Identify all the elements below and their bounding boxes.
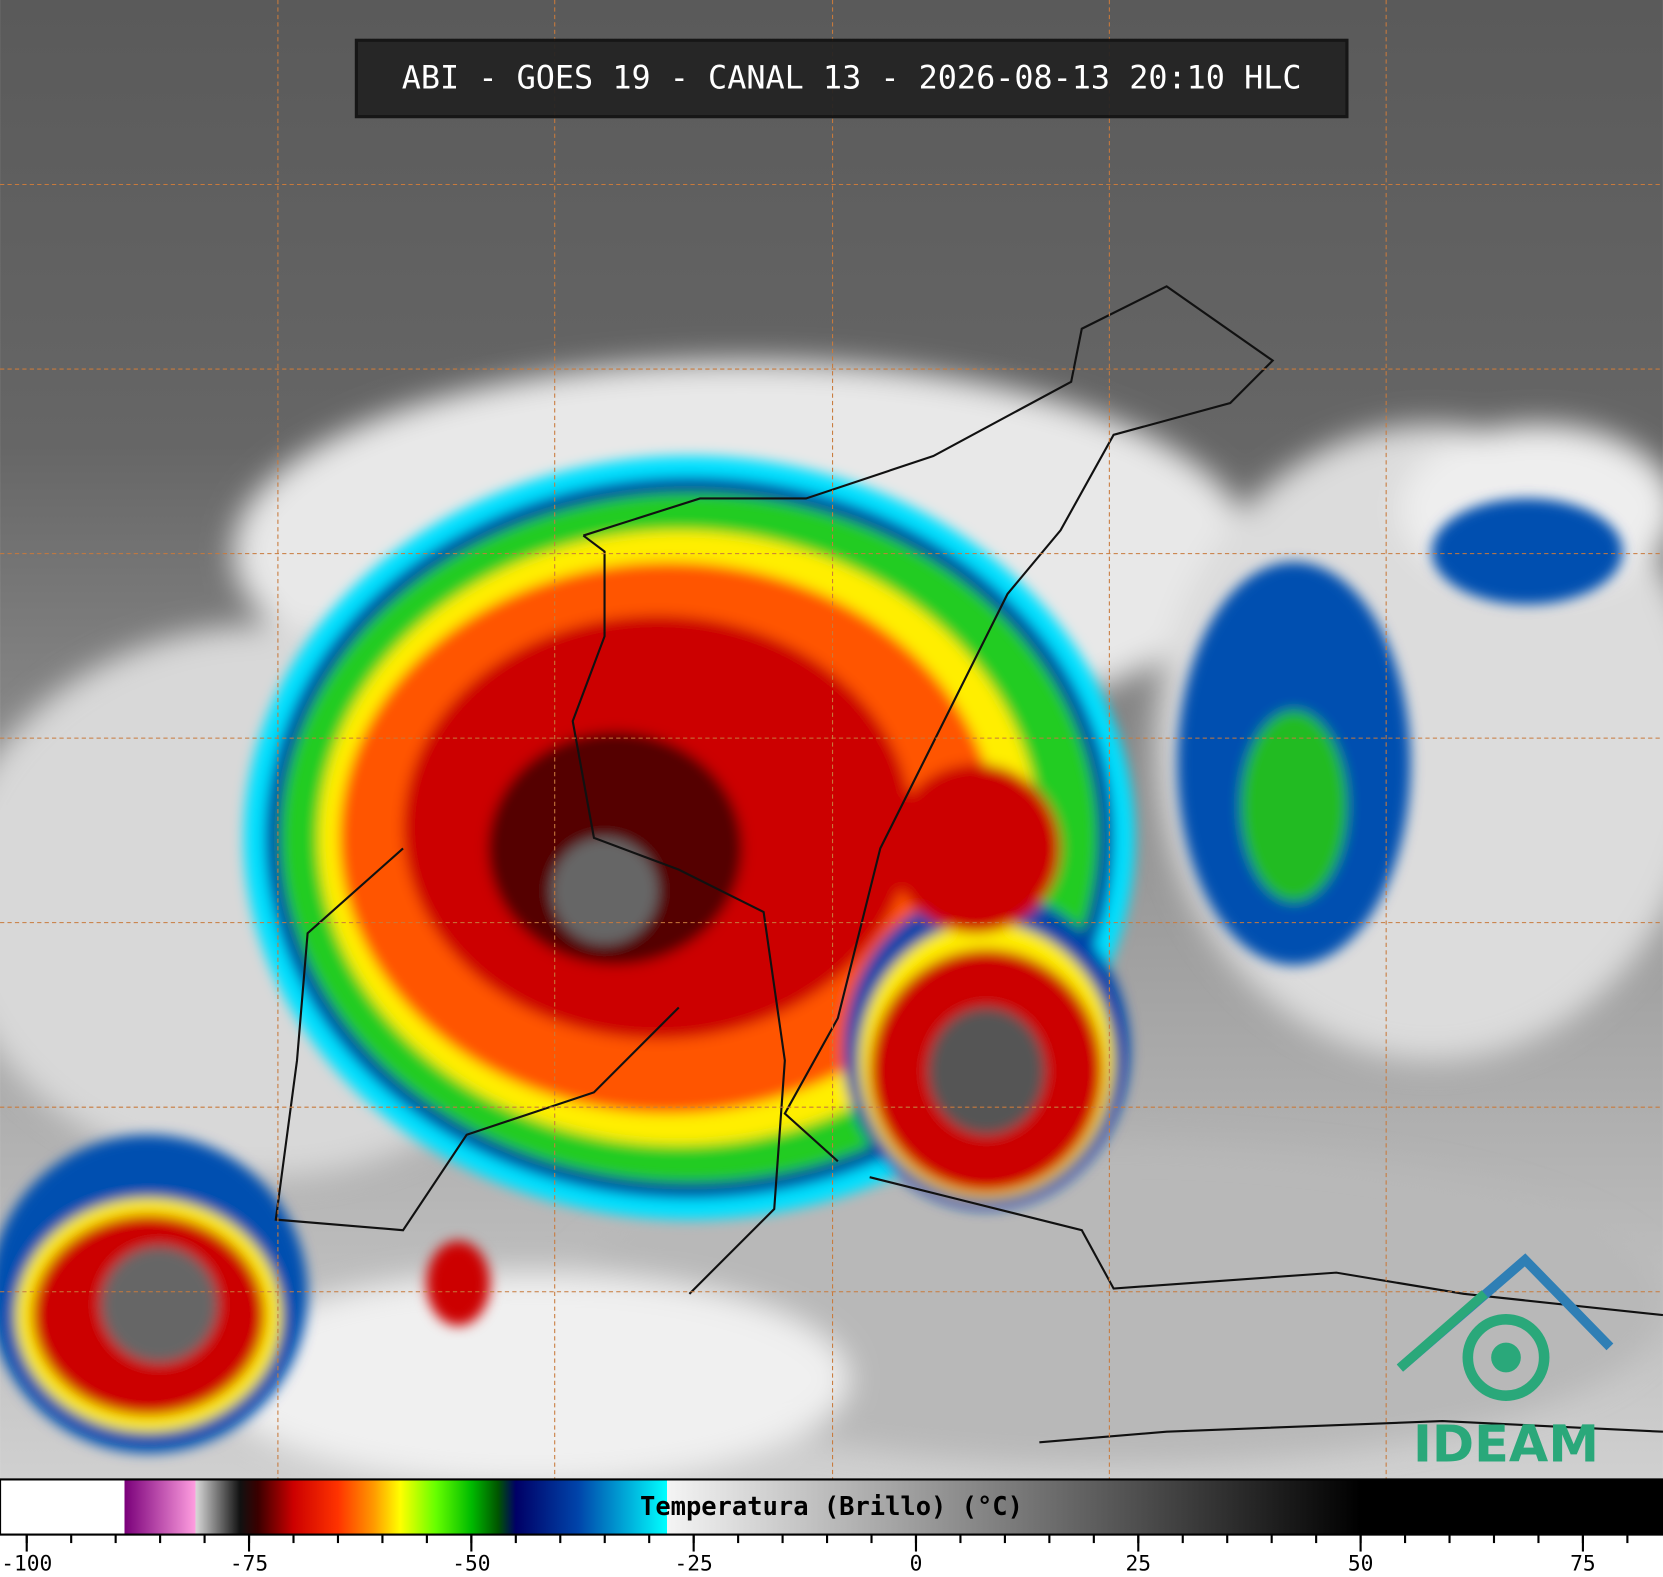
title-box: ABI - GOES 19 - CANAL 13 - 2026-08-13 20… [354,38,1349,119]
colorbar: Temperatura (Brillo) (°C) -100 -75 -50 -25 0… [0,1478,1663,1577]
colorbar-label: Temperatura (Brillo) (°C) [640,1492,1023,1522]
tick-label: 0 [910,1551,923,1576]
tick-label: -100 [1,1551,52,1576]
title: ABI - GOES 19 - CANAL 13 - 2026-08-13 20… [402,59,1302,97]
tick-label: 50 [1348,1551,1374,1576]
tick-label: 25 [1126,1551,1152,1576]
tick-label: 75 [1570,1551,1596,1576]
tick-label: -50 [452,1551,490,1576]
logo: IDEAM [1396,1253,1614,1475]
satellite-image [0,0,1663,1485]
colorbar-gradient [0,1478,1663,1536]
logo-text: IDEAM [1413,1416,1599,1475]
tick-label: -25 [675,1551,713,1576]
tick-label: -75 [230,1551,268,1576]
